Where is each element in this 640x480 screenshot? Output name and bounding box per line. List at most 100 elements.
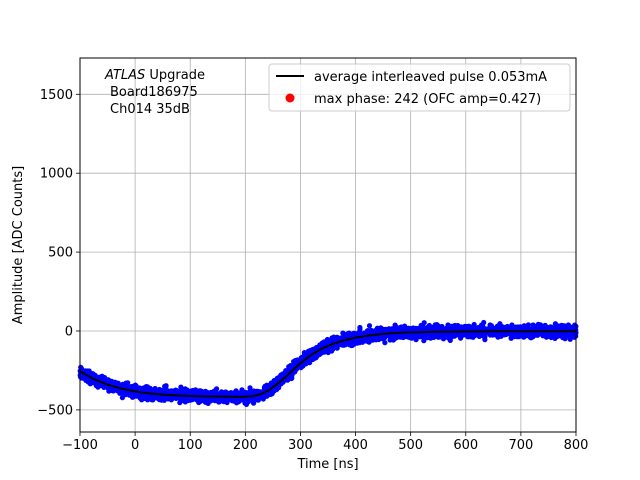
legend-entry-pulse: average interleaved pulse 0.053mA	[314, 70, 547, 85]
plot-frame	[79, 57, 577, 433]
sample-point	[125, 380, 131, 386]
sample-point	[306, 349, 312, 356]
annotation-atlas: ATLAS	[104, 68, 145, 83]
sample-point	[243, 401, 250, 407]
sample-point	[379, 334, 386, 341]
x-tick-label: 200	[233, 438, 258, 453]
sample-point	[366, 323, 373, 329]
sample-point	[255, 397, 261, 403]
sample-point	[375, 326, 381, 332]
sample-point	[548, 324, 555, 330]
legend: average interleaved pulse 0.053mA max ph…	[268, 63, 571, 112]
x-tick-label: 500	[398, 438, 423, 453]
x-axis-label: Time [ns]	[296, 457, 358, 472]
sample-point	[544, 331, 550, 337]
sample-point	[530, 322, 536, 328]
sample-point	[243, 397, 249, 404]
sample-point	[162, 383, 168, 389]
sample-point	[439, 326, 445, 332]
sample-point	[357, 324, 363, 331]
x-tick-label: 100	[178, 438, 203, 453]
grid-lines	[79, 58, 577, 432]
sample-point	[251, 400, 257, 406]
sample-point	[337, 336, 343, 342]
pulse-line-group	[79, 330, 576, 398]
sample-point	[495, 334, 501, 340]
sample-point	[503, 325, 509, 331]
annotation-channel: Ch014 35dB	[110, 102, 190, 117]
sample-point	[409, 335, 415, 341]
y-tick-label: −500	[37, 403, 73, 418]
sample-point	[236, 396, 242, 402]
sample-point	[426, 322, 432, 329]
sample-point	[393, 335, 399, 341]
sample-point	[314, 353, 320, 359]
sample-point	[552, 333, 558, 339]
sample-point	[233, 388, 239, 394]
sample-point	[413, 337, 419, 343]
sample-point	[559, 322, 565, 328]
sample-point	[404, 332, 410, 339]
sample-point	[498, 323, 504, 330]
sample-point	[122, 392, 129, 398]
legend-marker-swatch	[285, 93, 295, 103]
y-tick-label: 500	[48, 246, 73, 261]
y-axis-label: Amplitude [ADC Counts]	[11, 166, 26, 324]
sample-point	[346, 342, 352, 348]
x-tick-label: 700	[508, 438, 533, 453]
sample-point	[420, 334, 427, 340]
sample-point	[501, 331, 507, 337]
sample-point	[165, 395, 171, 401]
sample-point	[193, 391, 199, 397]
sample-point	[487, 322, 493, 328]
sample-point	[110, 387, 116, 393]
sample-point	[332, 344, 338, 350]
average-pulse-line	[79, 330, 576, 398]
sample-point	[490, 332, 496, 338]
sample-point	[387, 337, 393, 343]
sample-point	[353, 332, 359, 338]
annotation-line-1: ATLAS Upgrade	[104, 68, 205, 83]
sample-point	[161, 397, 167, 403]
sample-point	[430, 326, 436, 332]
x-tick-label: 800	[564, 438, 589, 453]
sample-point	[263, 393, 269, 399]
sample-point	[177, 400, 183, 406]
x-tick-label: 400	[343, 438, 368, 453]
annotation-board: Board186975	[110, 85, 198, 100]
sample-point	[440, 331, 446, 337]
sample-point	[509, 322, 515, 328]
sample-point	[471, 321, 477, 328]
sample-point	[221, 398, 227, 404]
sample-point	[508, 335, 514, 341]
sample-point	[80, 374, 86, 380]
sample-point	[569, 334, 575, 340]
sample-point	[470, 334, 476, 340]
sample-point	[184, 387, 190, 393]
sample-point	[168, 389, 174, 396]
sample-point	[464, 323, 470, 330]
x-tick-label: 300	[288, 438, 313, 453]
sample-point	[435, 323, 441, 329]
sample-point	[225, 397, 231, 403]
sample-point	[147, 385, 153, 391]
x-tick-label: 600	[453, 438, 478, 453]
sample-point	[410, 325, 416, 331]
y-tick-label: 1000	[40, 167, 73, 182]
sample-point	[193, 387, 199, 393]
sample-point	[196, 399, 202, 406]
sample-point	[150, 397, 156, 403]
sample-point	[247, 385, 253, 391]
y-tick-label: 0	[65, 325, 73, 340]
legend-entry-max-phase: max phase: 242 (OFC amp=0.427)	[314, 92, 541, 107]
sample-point	[141, 394, 147, 400]
legend-box	[268, 63, 571, 112]
plot-area	[80, 58, 576, 432]
annotation-upgrade: Upgrade	[145, 68, 205, 83]
sample-point	[208, 389, 214, 395]
sample-point	[324, 336, 330, 343]
sample-point	[392, 322, 398, 328]
x-tick-label: −100	[62, 438, 98, 453]
y-tick-label: 1500	[40, 88, 73, 103]
